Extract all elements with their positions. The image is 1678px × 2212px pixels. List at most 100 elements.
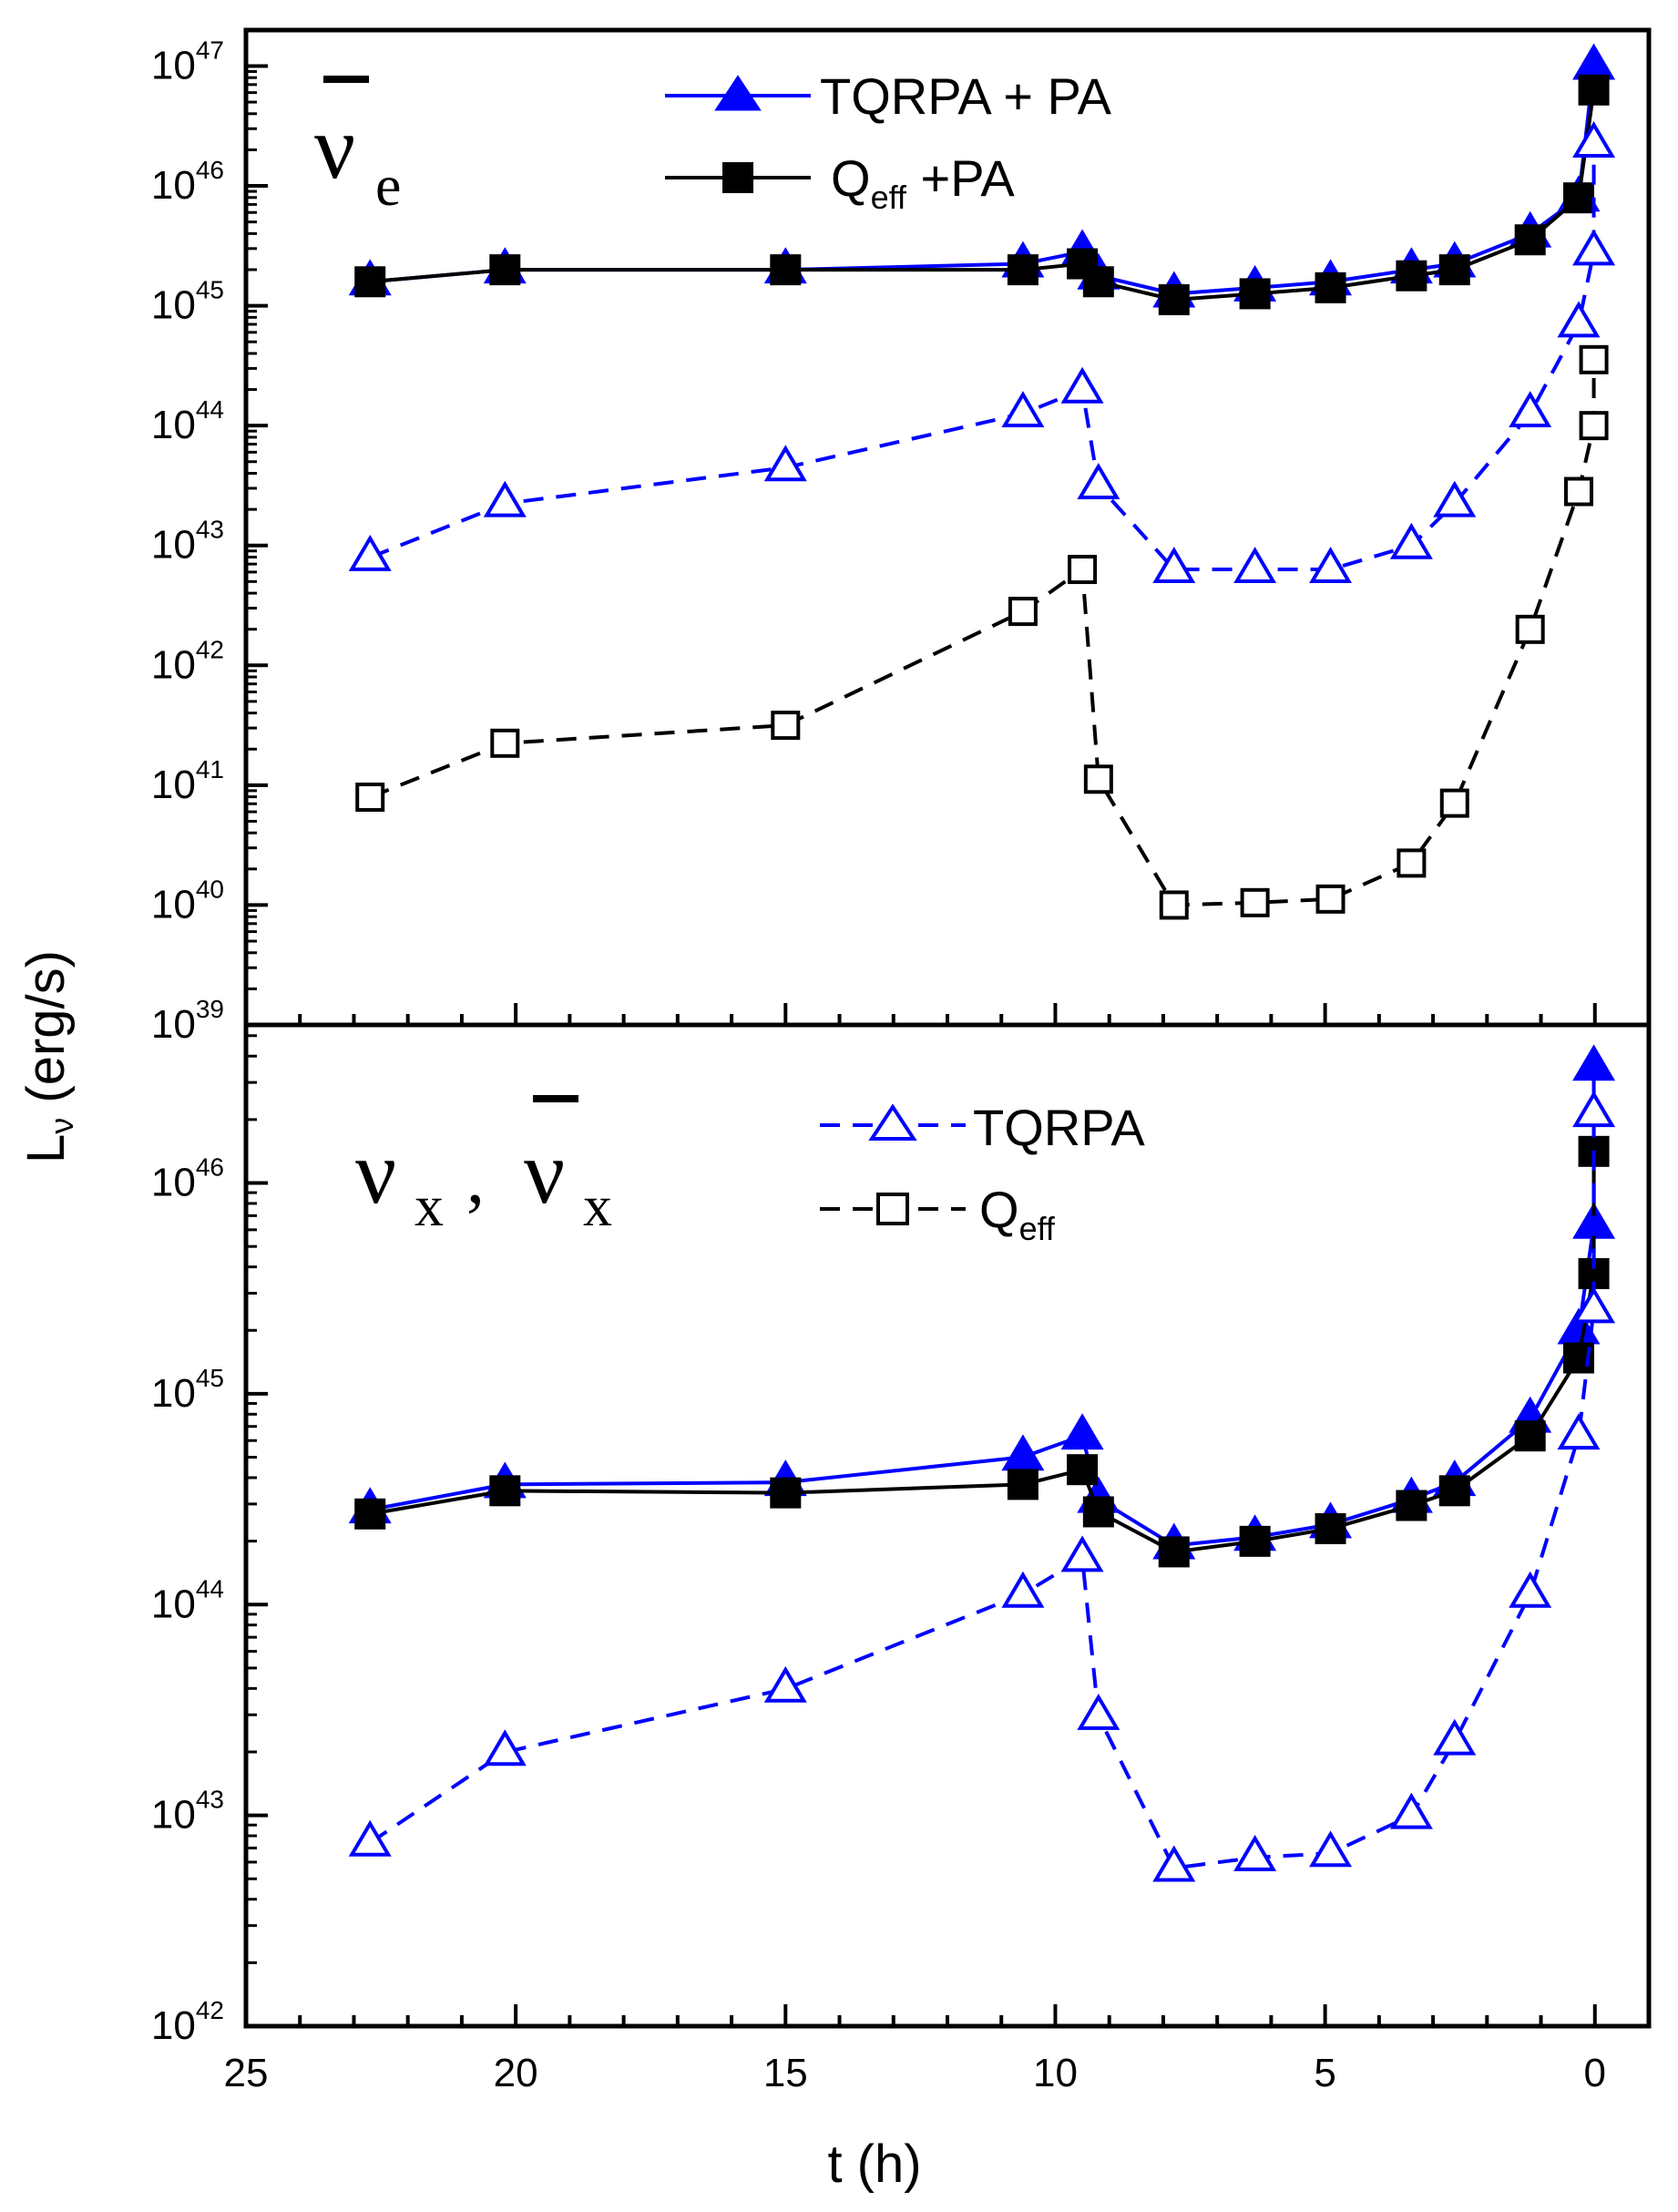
point-qeff_pa [1082, 266, 1114, 298]
axes: 1039 1040 1041 1042 1043 1044 1045 1046 1047 1042… [151, 36, 1651, 2095]
point-tqrpa [1557, 301, 1601, 338]
svg-text:Lν (erg/s): Lν (erg/s) [16, 950, 80, 1163]
point-tqrpa [1233, 1834, 1277, 1871]
point-qeff [355, 783, 385, 813]
top-flavour-nu: ν [314, 97, 355, 198]
bottom-y-tick-label: 1045 [151, 1364, 224, 1416]
point-tqrpa [1060, 366, 1104, 404]
point-qeff_pa [1438, 254, 1470, 286]
legend-label-qeff: Qeff [979, 1181, 1056, 1247]
point-qeff_pa [1067, 1454, 1099, 1486]
point-tqrpa [763, 445, 807, 482]
legend-label-qeff-pa-tail: +PA [906, 149, 1015, 207]
point-tqrpa [1152, 1845, 1196, 1882]
point-tqrpa [483, 480, 527, 517]
point-qeff_pa [1315, 271, 1346, 303]
point-qeff [1068, 555, 1098, 585]
y-axis-title-sub: ν [43, 1118, 80, 1134]
point-tqrpa [1433, 480, 1477, 517]
point-qeff [1315, 884, 1345, 914]
bottom-flavour-nu: ν [355, 1121, 396, 1223]
point-qeff_pa [1082, 1496, 1114, 1528]
point-qeff_pa [1239, 1525, 1271, 1557]
series-qeff_pa-top [354, 74, 1610, 316]
x-tick-label: 25 [224, 2051, 269, 2095]
y-axis-title-units: (erg/s) [16, 950, 76, 1118]
series-qeff-top [355, 344, 1609, 920]
point-qeff [1579, 411, 1609, 441]
y-axis-title-main: L [16, 1134, 76, 1163]
legend-marker-qeff-pa [722, 162, 753, 193]
top-y-tick-label: 1040 [151, 875, 224, 927]
bottom-panel [348, 1044, 1616, 1882]
bottom-y-tick-label: 1043 [151, 1786, 224, 1838]
point-qeff [1439, 788, 1469, 818]
bottom-flavour-label: ν x , ν x [355, 1095, 612, 1238]
point-tqrpa [1572, 1091, 1616, 1128]
point-tqrpa [1233, 547, 1277, 584]
point-qeff_pa [1396, 260, 1427, 292]
point-tqrpa [1433, 1718, 1477, 1756]
point-qeff_pa [770, 254, 802, 286]
legend-label-qeff-main: Q [979, 1181, 1019, 1238]
point-qeff_pa [1396, 1490, 1427, 1521]
bottom-y-tick-label: 1046 [151, 1153, 224, 1205]
point-qeff [771, 711, 801, 741]
point-qeff_pa [1158, 1536, 1190, 1568]
bottom-flavour-nu2: ν [524, 1121, 565, 1223]
x-tick-label: 0 [1584, 2051, 1606, 2095]
top-flavour-sub: e [375, 153, 401, 218]
point-qeff_pa [489, 254, 521, 286]
point-qeff [1397, 848, 1427, 878]
point-qeff_pa [1438, 1475, 1470, 1507]
top-y-tick-label: 1041 [151, 755, 224, 807]
point-tqrpa [1077, 463, 1120, 499]
x-tick-label: 10 [1033, 2051, 1078, 2095]
top-flavour-label: ν e [314, 76, 401, 218]
antineutrino-bar [323, 76, 369, 83]
point-tqrpa [1572, 229, 1616, 266]
series-tqrpa-bottom [348, 1091, 1616, 1882]
top-y-tick-label: 1046 [151, 156, 224, 208]
point-qeff_pa [1563, 182, 1594, 214]
point-qeff_pa [1514, 224, 1546, 256]
point-tqrpa_pa [1060, 1413, 1104, 1450]
point-tqrpa [1389, 1792, 1433, 1829]
point-qeff_pa [1315, 1512, 1346, 1544]
legend-label-tqrpa-pa: TQRPA + PA [820, 67, 1112, 125]
point-qeff [1579, 344, 1609, 374]
point-tqrpa [1309, 1830, 1353, 1868]
series-tqrpa-top [348, 121, 1616, 584]
series-qeff_pa-bottom [354, 1135, 1610, 1568]
top-y-tick-label: 1045 [151, 276, 224, 328]
top-y-tick-label: 1043 [151, 516, 224, 568]
point-qeff [1159, 890, 1189, 920]
point-tqrpa [1060, 1535, 1104, 1572]
point-tqrpa [1572, 121, 1616, 158]
point-tqrpa [763, 1665, 807, 1703]
bottom-y-tick-label: 1042 [151, 1996, 224, 2048]
legend-label-qeff-pa-main: Q [831, 149, 871, 207]
legend-label-qeff-sub: eff [1019, 1210, 1056, 1247]
point-qeff_pa [1239, 278, 1271, 310]
point-tqrpa [1509, 391, 1552, 428]
point-tqrpa [348, 1819, 392, 1857]
legend-label-qeff-pa-sub: eff [871, 179, 907, 216]
x-tick-label: 15 [763, 2051, 808, 2095]
point-qeff_pa [1514, 1420, 1546, 1452]
point-qeff [1008, 597, 1038, 627]
point-qeff_pa [1578, 74, 1610, 106]
point-qeff [1083, 764, 1113, 794]
point-tqrpa [1509, 1571, 1552, 1608]
bottom-y-tick-label: 1044 [151, 1574, 224, 1626]
top-legend: TQRPA + PA Qeff +PA [665, 67, 1112, 216]
point-qeff [1515, 614, 1545, 644]
point-tqrpa [1572, 1286, 1616, 1324]
bottom-flavour-sub: x [414, 1173, 444, 1238]
legend-marker-qeff [876, 1193, 909, 1225]
point-qeff [490, 728, 520, 758]
point-tqrpa_pa [1001, 1434, 1045, 1471]
legend-label-tqrpa: TQRPA [973, 1099, 1145, 1156]
x-axis-title: t (h) [827, 2135, 921, 2194]
